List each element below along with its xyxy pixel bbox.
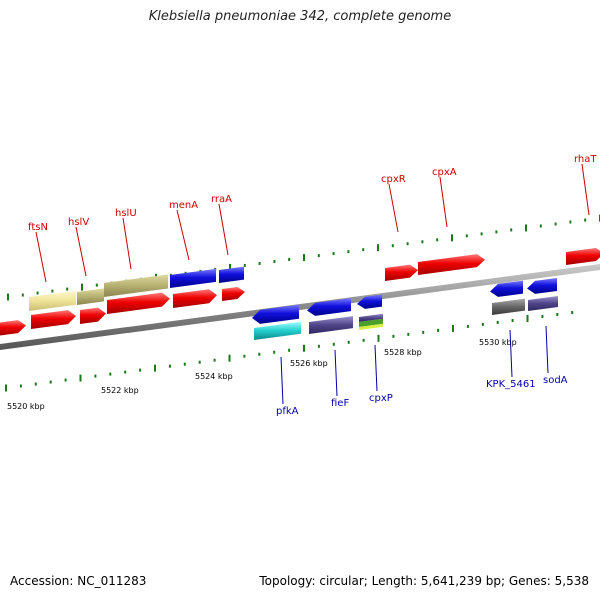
gene-label: pfkA [276, 406, 299, 417]
callout-line [581, 163, 590, 216]
scale-labels: 5520 kbp 5522 kbp 5524 kbp 5526 kbp 5528 kbp… [7, 338, 517, 411]
gene-callout-lines [35, 163, 590, 405]
gene-arrow [359, 318, 383, 327]
scale-label: 5520 kbp [7, 402, 45, 411]
callout-line [122, 217, 132, 270]
gene-features [0, 248, 600, 340]
gene-arrow [254, 321, 301, 340]
gene-arrow [359, 323, 383, 330]
gene-label: hslU [115, 208, 137, 219]
gene-label: hslV [68, 217, 89, 228]
callout-line [176, 209, 190, 261]
gene-arrow [107, 292, 170, 314]
gene-arrow [77, 288, 104, 305]
gene-arrow [527, 278, 557, 294]
scale-label: 5522 kbp [101, 386, 139, 395]
gene-arrow [219, 266, 244, 283]
scale-label: 5528 kbp [384, 348, 422, 357]
genome-stats-label: Topology: circular; Length: 5,641,239 bp… [259, 574, 589, 588]
gene-arrow [173, 289, 217, 308]
gene-label: sodA [543, 375, 568, 386]
gene-arrow [80, 307, 106, 324]
gene-arrow [309, 316, 353, 334]
gene-arrow [566, 248, 600, 265]
gene-label: KPK_5461 [486, 379, 536, 390]
callout-line [35, 231, 47, 283]
gene-label: fieF [331, 398, 349, 409]
accession-label: Accession: NC_011283 [10, 574, 147, 588]
callout-line [439, 176, 448, 228]
callout-line [509, 329, 513, 378]
callout-line [75, 226, 87, 277]
gene-arrow [0, 320, 26, 336]
callout-line [218, 203, 229, 256]
gene-label: rraA [211, 194, 232, 205]
backbone-line [0, 264, 600, 350]
callout-line [280, 356, 284, 405]
gene-arrow [528, 296, 558, 311]
gene-label: cpxA [432, 167, 457, 178]
scale-label: 5524 kbp [195, 372, 233, 381]
callout-line [388, 183, 399, 233]
callout-line [334, 349, 338, 397]
gene-arrow [359, 313, 383, 322]
scale-label: 5530 kbp [479, 338, 517, 347]
gene-label: rhaT [574, 154, 597, 165]
gene-arrow [31, 310, 76, 329]
gene-label: ftsN [28, 222, 48, 233]
map-title: Klebsiella pneumoniae 342, complete geno… [148, 9, 452, 24]
gene-arrow [104, 274, 168, 297]
gene-label: cpxP [369, 393, 393, 404]
gene-label: menA [169, 200, 198, 211]
gene-labels: ftsN hslV hslU menA rraA cpxR cpxA rhaT pfkA fieF… [28, 154, 597, 417]
gene-arrow [357, 294, 382, 309]
lower-tick-track [5, 311, 574, 392]
gene-arrow [307, 298, 351, 316]
callout-line [545, 325, 549, 374]
gene-arrow [490, 280, 523, 297]
scale-label: 5526 kbp [290, 359, 328, 368]
gene-label: cpxR [381, 174, 406, 185]
gene-arrow [29, 290, 76, 311]
gene-arrow [385, 264, 418, 281]
gene-arrow [252, 304, 299, 324]
gene-arrow [170, 268, 216, 288]
gene-arrow [222, 286, 245, 301]
gene-arrow [418, 254, 485, 275]
gene-arrow [492, 298, 525, 315]
callout-line [374, 344, 378, 392]
